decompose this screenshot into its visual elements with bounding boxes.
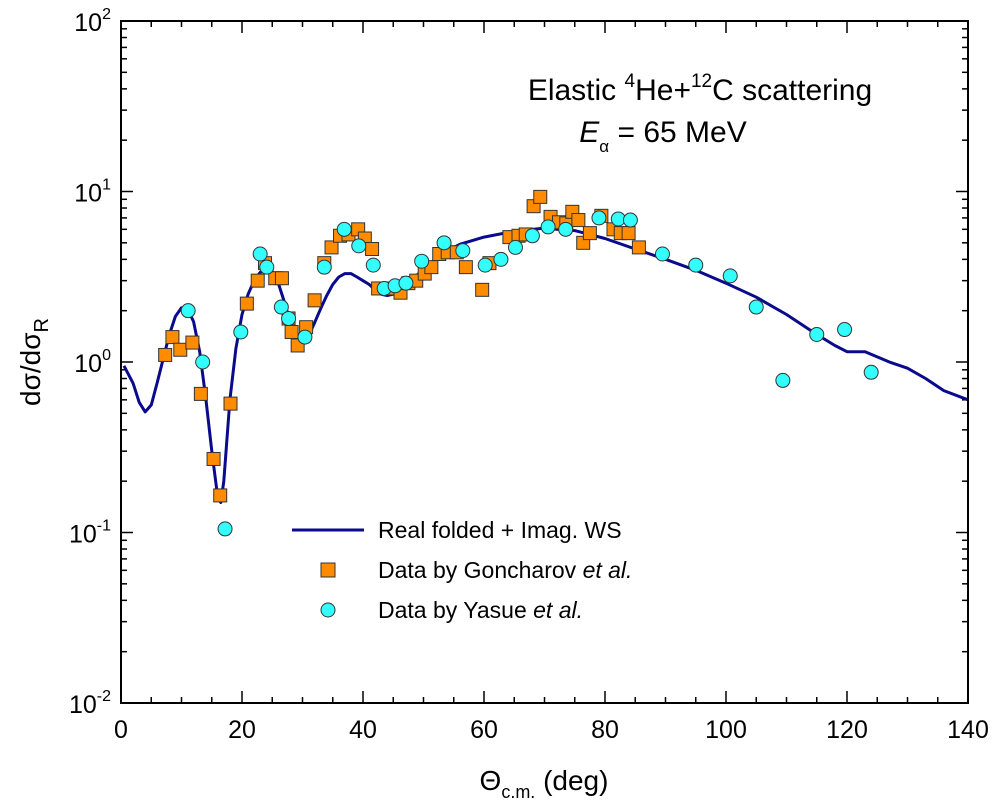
model-curve bbox=[122, 226, 969, 504]
x-tick-label: 20 bbox=[228, 716, 256, 744]
yasue-point bbox=[365, 257, 381, 273]
yasue-point bbox=[398, 275, 414, 291]
goncharov-point bbox=[307, 293, 322, 308]
legend-circle-swatch bbox=[320, 602, 336, 618]
yasue-point bbox=[233, 324, 249, 340]
tick-labels: 0 20 40 60 80 100 120 140 10-2 10-1 100 101 102 bbox=[69, 6, 989, 744]
yasue-point bbox=[455, 243, 471, 259]
yasue-point bbox=[493, 251, 509, 267]
goncharov-point bbox=[158, 347, 173, 362]
goncharov-point bbox=[223, 396, 238, 411]
x-tick-label: 0 bbox=[114, 716, 128, 744]
annotation: Elastic 4He+12C scattering Eα = 65 MeV bbox=[528, 71, 872, 156]
yasue-point bbox=[316, 259, 332, 275]
yasue-point bbox=[809, 326, 825, 342]
yasue-point bbox=[195, 354, 211, 370]
yasue-point bbox=[477, 257, 493, 273]
yasue-point bbox=[281, 310, 297, 326]
yasue-point bbox=[414, 253, 430, 269]
yasue-point bbox=[837, 322, 853, 338]
x-tick-label: 100 bbox=[705, 716, 747, 744]
goncharov-point bbox=[571, 213, 586, 228]
y-axis-title: dσ/dσR bbox=[15, 318, 53, 406]
yasue-point bbox=[180, 303, 196, 319]
plot-area bbox=[122, 189, 969, 537]
goncharov-point bbox=[185, 335, 200, 350]
yasue-point bbox=[622, 212, 638, 228]
goncharov-point bbox=[621, 226, 636, 241]
goncharov-point bbox=[324, 240, 339, 255]
y-tick-label: 100 bbox=[74, 347, 111, 378]
goncharov-point bbox=[250, 273, 265, 288]
goncharov-point bbox=[631, 240, 646, 255]
goncharov-point bbox=[213, 488, 228, 503]
goncharov-point bbox=[582, 226, 597, 241]
goncharov-point bbox=[458, 260, 473, 275]
goncharov-point bbox=[475, 282, 490, 297]
yasue-point bbox=[591, 210, 607, 226]
goncharov-point bbox=[206, 451, 221, 466]
yasue-point bbox=[217, 521, 233, 537]
annotation-line2: Eα = 65 MeV bbox=[579, 116, 746, 156]
x-tick-label: 120 bbox=[826, 716, 868, 744]
y-tick-label: 101 bbox=[74, 177, 111, 208]
legend-label-yasue: Data by Yasue et al. bbox=[378, 597, 583, 623]
yasue-point bbox=[507, 239, 523, 255]
yasue-point bbox=[558, 221, 574, 237]
y-tick-label: 10-2 bbox=[69, 688, 111, 719]
yasue-point bbox=[722, 268, 738, 284]
x-tick-label: 40 bbox=[349, 716, 377, 744]
goncharov-point bbox=[365, 241, 380, 256]
y-tick-label: 102 bbox=[74, 6, 111, 37]
yasue-point bbox=[748, 299, 764, 315]
goncharov-point bbox=[173, 342, 188, 357]
x-tick-label: 80 bbox=[591, 716, 619, 744]
y-tick-label: 10-1 bbox=[69, 518, 111, 549]
goncharov-point bbox=[165, 330, 180, 345]
x-axis-title: Θc.m. (deg) bbox=[480, 765, 609, 802]
yasue-point bbox=[775, 372, 791, 388]
legend-label-goncharov: Data by Goncharov et al. bbox=[378, 557, 632, 583]
plot-frame bbox=[120, 20, 969, 704]
yasue-point bbox=[540, 219, 556, 235]
x-tick-label: 140 bbox=[947, 716, 989, 744]
yasue-point bbox=[273, 299, 289, 315]
yasue-point bbox=[524, 228, 540, 244]
legend-label-line: Real folded + Imag. WS bbox=[378, 517, 622, 543]
yasue-point bbox=[351, 238, 367, 254]
yasue-point bbox=[252, 246, 268, 262]
goncharov-point bbox=[274, 271, 289, 286]
legend: Real folded + Imag. WS Data by Goncharov… bbox=[292, 517, 632, 623]
yasue-point bbox=[259, 259, 275, 275]
goncharov-point bbox=[533, 189, 548, 204]
x-tick-label: 60 bbox=[470, 716, 498, 744]
goncharov-point bbox=[193, 386, 208, 401]
yasue-point bbox=[436, 235, 452, 251]
yasue-point bbox=[336, 221, 352, 237]
goncharov-point bbox=[284, 324, 299, 339]
yasue-point bbox=[863, 364, 879, 380]
yasue-point bbox=[654, 246, 670, 262]
yasue-point bbox=[688, 257, 704, 273]
goncharov-point bbox=[239, 296, 254, 311]
annotation-line1: Elastic 4He+12C scattering bbox=[528, 71, 872, 107]
legend-square-swatch bbox=[320, 562, 336, 578]
yasue-point bbox=[297, 329, 313, 345]
